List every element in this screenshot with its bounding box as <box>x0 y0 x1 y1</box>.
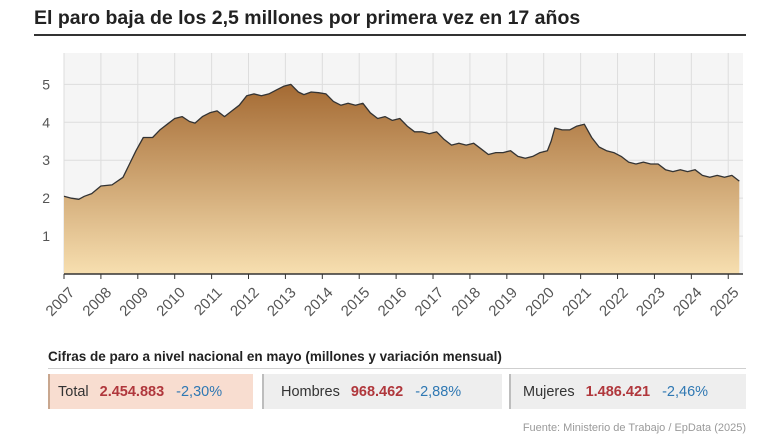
x-tick-label: 2010 <box>153 284 189 320</box>
x-tick-label: 2009 <box>116 284 152 320</box>
x-tick-label: 2023 <box>633 284 669 320</box>
stat-mujeres-value: 1.486.421 <box>585 383 651 400</box>
x-tick-label: 2021 <box>559 284 595 320</box>
area-chart: Parados (millones) 123452007200820092010… <box>42 50 743 320</box>
x-tick-label: 2012 <box>227 284 263 320</box>
x-tick-label: 2015 <box>338 284 374 320</box>
y-tick-label: 2 <box>42 190 50 206</box>
x-tick-label: 2020 <box>522 284 558 320</box>
y-tick-label: 5 <box>42 76 50 92</box>
x-tick-label: 2007 <box>43 284 79 320</box>
stat-hombres-change: -2,88% <box>415 383 462 400</box>
stat-hombres-value: 968.462 <box>350 383 404 400</box>
stat-hombres-label: Hombres <box>281 383 340 400</box>
stat-total-label: Total <box>58 383 89 400</box>
y-tick-label: 3 <box>42 152 50 168</box>
stat-mujeres-label: Mujeres <box>523 383 575 400</box>
x-tick-label: 2018 <box>448 284 484 320</box>
x-tick-label: 2024 <box>670 284 706 320</box>
x-tick-label: 2011 <box>191 284 226 319</box>
x-tick-label: 2016 <box>375 284 411 320</box>
stats-divider <box>48 368 746 369</box>
stat-total-change: -2,30% <box>176 383 223 400</box>
y-tick-label: 1 <box>42 228 50 244</box>
stat-box-mujeres: Mujeres 1.486.421 -2,46% <box>509 374 746 409</box>
area-series-line <box>63 83 740 200</box>
y-tick-label: 4 <box>42 114 50 130</box>
x-tick-label: 2008 <box>79 284 115 320</box>
stat-box-total: Total 2.454.883 -2,30% <box>48 374 253 409</box>
x-tick-label: 2014 <box>301 284 337 320</box>
source-note: Fuente: Ministerio de Trabajo / EpData (… <box>522 422 746 434</box>
x-tick-label: 2017 <box>412 284 448 320</box>
x-tick-label: 2013 <box>264 284 300 320</box>
x-tick-label: 2022 <box>596 284 632 320</box>
stat-box-hombres: Hombres 968.462 -2,88% <box>262 374 502 409</box>
stats-title: Cifras de paro a nivel nacional en mayo … <box>48 349 502 364</box>
x-tick-label: 2025 <box>707 284 743 320</box>
chart-title: El paro baja de los 2,5 millones por pri… <box>34 7 581 29</box>
area-series-fill <box>64 84 740 275</box>
x-tick-label: 2019 <box>485 284 521 320</box>
stat-mujeres-change: -2,46% <box>662 383 709 400</box>
title-divider <box>34 34 746 36</box>
stat-total-value: 2.454.883 <box>99 383 165 400</box>
